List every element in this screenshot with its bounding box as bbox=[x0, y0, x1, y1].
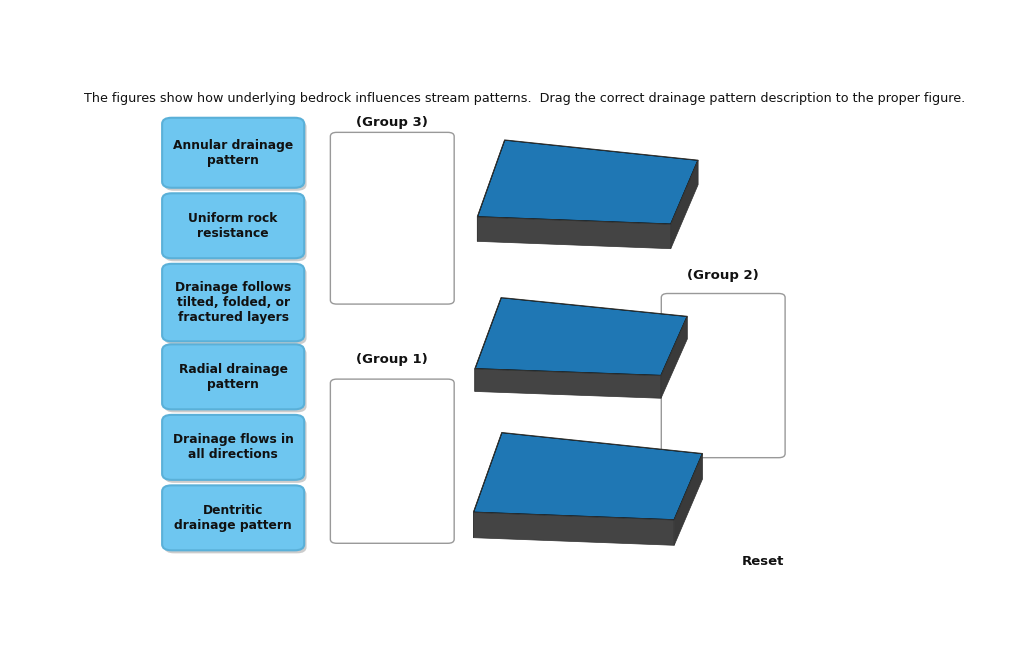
FancyBboxPatch shape bbox=[165, 489, 306, 553]
Polygon shape bbox=[477, 140, 505, 241]
Text: Drainage follows
tilted, folded, or
fractured layers: Drainage follows tilted, folded, or frac… bbox=[175, 281, 291, 324]
FancyBboxPatch shape bbox=[162, 118, 304, 188]
Text: The figures show how underlying bedrock influences stream patterns.  Drag the co: The figures show how underlying bedrock … bbox=[84, 92, 966, 105]
Text: Drainage flows in
all directions: Drainage flows in all directions bbox=[173, 434, 294, 461]
Text: Reset: Reset bbox=[741, 555, 784, 568]
FancyBboxPatch shape bbox=[162, 264, 304, 341]
FancyBboxPatch shape bbox=[331, 132, 455, 304]
Text: Uniform rock
resistance: Uniform rock resistance bbox=[188, 212, 278, 240]
Polygon shape bbox=[475, 369, 662, 398]
Text: Dentritic
drainage pattern: Dentritic drainage pattern bbox=[174, 504, 292, 532]
Polygon shape bbox=[674, 453, 702, 545]
Polygon shape bbox=[662, 317, 687, 398]
Text: (Group 3): (Group 3) bbox=[356, 116, 428, 129]
Polygon shape bbox=[671, 160, 698, 249]
Polygon shape bbox=[477, 217, 671, 249]
Polygon shape bbox=[473, 512, 674, 545]
FancyBboxPatch shape bbox=[165, 196, 306, 262]
FancyBboxPatch shape bbox=[165, 418, 306, 483]
FancyBboxPatch shape bbox=[162, 415, 304, 480]
FancyBboxPatch shape bbox=[662, 294, 785, 458]
FancyBboxPatch shape bbox=[162, 345, 304, 409]
Text: Radial drainage
pattern: Radial drainage pattern bbox=[178, 363, 288, 391]
Polygon shape bbox=[473, 432, 502, 538]
FancyBboxPatch shape bbox=[165, 347, 306, 413]
Polygon shape bbox=[475, 298, 501, 392]
FancyBboxPatch shape bbox=[162, 194, 304, 258]
FancyBboxPatch shape bbox=[165, 121, 306, 191]
Text: Annular drainage
pattern: Annular drainage pattern bbox=[173, 139, 293, 167]
FancyBboxPatch shape bbox=[162, 485, 304, 550]
FancyBboxPatch shape bbox=[165, 267, 306, 345]
Text: (Group 1): (Group 1) bbox=[356, 353, 428, 366]
FancyBboxPatch shape bbox=[331, 379, 455, 543]
Text: (Group 2): (Group 2) bbox=[687, 269, 759, 283]
